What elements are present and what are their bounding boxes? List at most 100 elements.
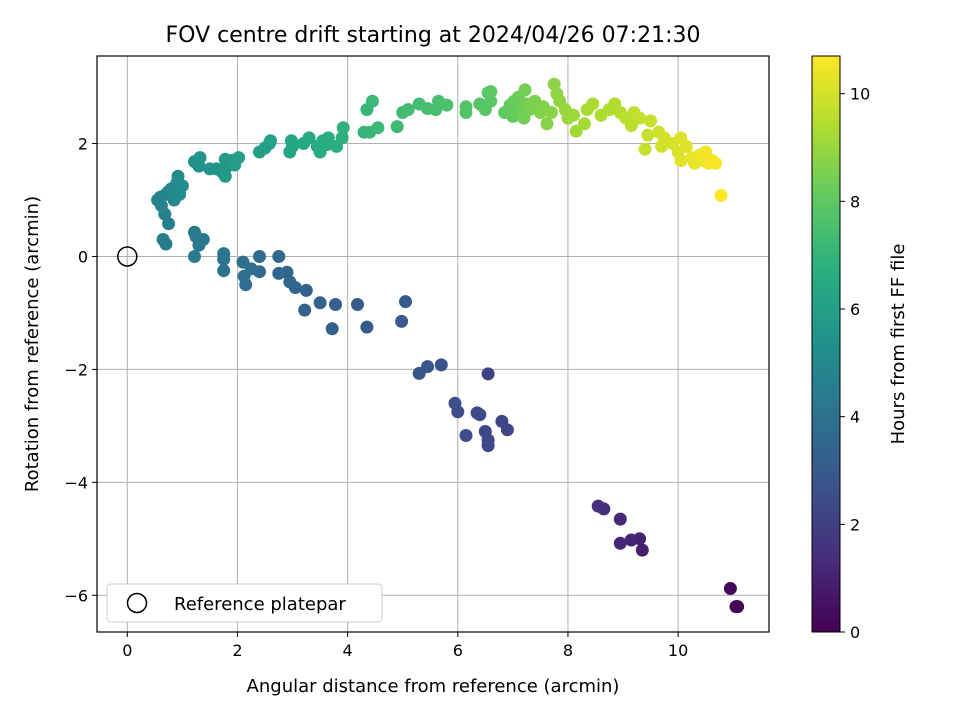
- colorbar-tick-label: 2: [850, 515, 860, 534]
- data-point: [313, 296, 327, 310]
- data-point: [533, 106, 547, 119]
- data-point: [335, 131, 349, 145]
- colorbar-tick-label: 8: [850, 192, 860, 211]
- data-point: [175, 179, 189, 193]
- data-point: [232, 151, 246, 165]
- x-tick-label: 2: [232, 641, 242, 660]
- data-point: [264, 134, 277, 148]
- data-point: [365, 94, 379, 108]
- data-point: [495, 414, 509, 428]
- colorbar-tick-label: 0: [850, 623, 860, 642]
- legend-entry-reference: Reference platepar: [174, 594, 346, 615]
- data-point: [188, 225, 201, 239]
- data-point: [709, 156, 723, 170]
- data-point: [401, 103, 415, 117]
- data-point: [299, 283, 313, 297]
- data-point: [484, 94, 498, 108]
- data-point: [613, 512, 627, 526]
- y-tick-label: 2: [78, 135, 88, 154]
- y-tick-label: −4: [64, 473, 88, 492]
- data-point: [302, 131, 316, 145]
- colorbar-tick-label: 10: [850, 85, 870, 104]
- data-point: [336, 121, 350, 135]
- data-point: [635, 543, 649, 557]
- colorbar-label: Hours from first FF file: [888, 244, 909, 445]
- data-point: [371, 121, 385, 135]
- x-tick-label: 4: [343, 641, 353, 660]
- y-tick-label: −6: [64, 586, 88, 605]
- data-point: [237, 269, 251, 283]
- data-point: [624, 533, 638, 547]
- data-point: [484, 85, 498, 99]
- data-point: [218, 169, 232, 183]
- plot-frame: [96, 55, 770, 633]
- data-point: [321, 131, 335, 145]
- data-point: [412, 366, 426, 380]
- colorbar-ticks: 0 2 4 6 8 10: [840, 85, 870, 642]
- data-point: [633, 111, 647, 125]
- data-point: [395, 314, 409, 328]
- data-point: [540, 117, 554, 131]
- legend-marker-reference: [126, 592, 148, 614]
- data-point: [188, 250, 201, 263]
- data-point: [156, 233, 170, 246]
- x-tick-label: 8: [563, 641, 573, 660]
- x-axis-label: Angular distance from reference (arcmin): [247, 676, 620, 697]
- y-axis-label: Rotation from reference (arcmin): [22, 196, 43, 492]
- data-point: [193, 151, 207, 165]
- data-point: [641, 128, 655, 142]
- data-point: [434, 358, 448, 372]
- data-point: [624, 119, 638, 132]
- data-point: [236, 255, 250, 269]
- data-point: [723, 582, 737, 595]
- reference-platepar-marker: [117, 246, 138, 267]
- data-point: [567, 108, 580, 122]
- data-point: [253, 250, 266, 263]
- data-point: [298, 303, 312, 317]
- data-point: [325, 322, 339, 336]
- x-axis-ticks: 0 2 4 6 8 10: [122, 632, 688, 660]
- data-point: [390, 120, 404, 134]
- data-point: [613, 536, 627, 550]
- legend-box: [106, 583, 383, 623]
- y-tick-label: −2: [64, 360, 88, 379]
- data-point: [440, 98, 454, 112]
- data-point: [591, 499, 605, 513]
- data-point: [578, 117, 591, 131]
- colorbar-tick-label: 4: [850, 408, 860, 427]
- data-point: [399, 295, 412, 309]
- data-point: [272, 266, 286, 280]
- data-point: [481, 439, 495, 453]
- data-point: [272, 250, 286, 263]
- colorbar-tick-label: 6: [850, 300, 860, 319]
- y-axis-ticks: −6 −4 −2 0 2: [64, 135, 97, 605]
- x-tick-label: 0: [122, 641, 132, 660]
- legend: Reference platepar: [106, 583, 383, 623]
- data-point: [644, 114, 658, 128]
- colorbar: 0 2 4 6 8 10 Hours from first FF file: [811, 55, 909, 642]
- data-point: [674, 154, 688, 167]
- data-point: [448, 396, 462, 410]
- data-point: [473, 408, 487, 422]
- data-point: [217, 264, 231, 278]
- data-point: [544, 106, 558, 119]
- data-point: [679, 139, 693, 153]
- data-point: [459, 100, 473, 114]
- colorbar-gradient: [811, 55, 841, 633]
- data-point: [518, 83, 532, 97]
- data-point: [714, 189, 728, 202]
- data-point: [729, 600, 743, 614]
- data-point: [329, 298, 342, 311]
- data-point: [481, 367, 495, 381]
- data-point: [459, 429, 473, 442]
- data-point: [586, 97, 600, 111]
- x-tick-label: 6: [453, 641, 463, 660]
- x-tick-label: 10: [668, 641, 688, 660]
- data-point: [360, 320, 374, 334]
- data-point: [638, 142, 652, 156]
- data-point: [217, 247, 231, 261]
- data-point: [478, 425, 492, 438]
- data-points: [117, 77, 745, 614]
- data-point: [284, 134, 298, 148]
- data-point: [351, 298, 364, 311]
